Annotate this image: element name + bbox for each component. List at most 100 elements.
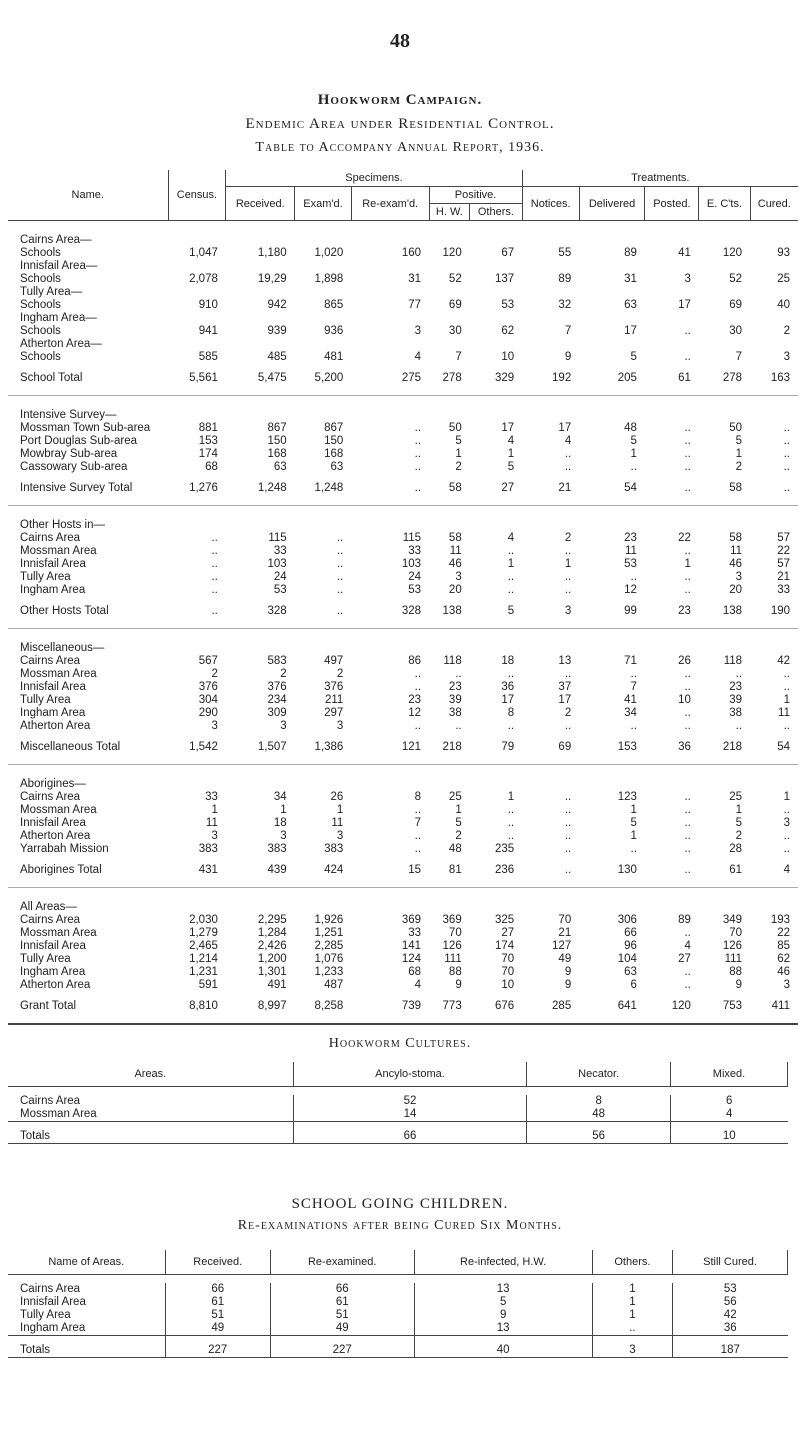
header: Specimens. (225, 170, 523, 187)
header: Exam'd. (294, 186, 352, 221)
cell: 111 (444, 953, 462, 965)
header: Received. (225, 186, 295, 221)
cell: 192 (522, 364, 580, 396)
cell: 46 (448, 558, 462, 570)
cell: 17 (678, 299, 691, 311)
row-label: Schools (20, 273, 61, 285)
data-row: Schools 1,047 1,180 1,020 160 120 67 55 89 41 120 9… (8, 247, 798, 260)
cell: 17 (501, 694, 515, 706)
cell: .. (414, 668, 422, 680)
cell: 48 (624, 422, 637, 434)
data-row: Schools 941 939 936 3 30 62 7 17.. 30 2 (8, 325, 798, 338)
cell: 193 (770, 914, 790, 926)
cell: 290 (198, 707, 218, 719)
cell: .. (783, 461, 790, 473)
cell: 168 (324, 448, 344, 460)
data-row: Cairns Area.. 115.. 115 58 4 2 23 22 58 57 (8, 532, 798, 545)
cell: 227 (164, 1335, 271, 1358)
cell: 881 (198, 422, 218, 434)
cell: .. (684, 791, 691, 803)
group-label: Innisfail Area— (20, 260, 98, 272)
cell: 234 (267, 694, 287, 706)
cell: Totals (8, 1335, 166, 1358)
cell: 1,214 (189, 953, 218, 965)
cell: 70 (501, 953, 515, 965)
cell: 3 (735, 571, 743, 583)
group-label: Tully Area— (20, 286, 83, 298)
subtitle: Endemic Area under Residential Control. (245, 116, 555, 132)
cell: 50 (448, 422, 462, 434)
cell: 42 (777, 655, 790, 667)
cultures-table: Areas. Ancylo-stoma. Necator. Mixed. Cairns … (8, 1062, 788, 1144)
cell: 150 (324, 435, 344, 447)
cell: 126 (722, 940, 743, 952)
cell: 103 (401, 558, 422, 570)
cell: 8,810 (168, 992, 226, 1025)
cell: 89 (678, 914, 691, 926)
group-row: Ingham Area— (8, 312, 798, 325)
cell: .. (564, 668, 572, 680)
cell: 1,076 (314, 953, 344, 965)
cell: 88 (448, 966, 462, 978)
cell: 79 (469, 733, 523, 765)
cell: 13 (413, 1322, 593, 1336)
cell: .. (507, 720, 515, 732)
cell: 30 (448, 325, 462, 337)
cell: 49 (269, 1322, 415, 1336)
header: Ancylo-stoma. (292, 1062, 528, 1087)
data-row: Mossman Town Sub-area 881 867 867.. 50 17 17 48… (8, 422, 798, 435)
data-row: Tully Area 51 51 9 1 42 (8, 1309, 788, 1322)
row-label: Atherton Area (20, 830, 91, 842)
cell: 38 (729, 707, 743, 719)
cell: .. (455, 668, 462, 680)
header: Re-infected, H.W. (413, 1250, 593, 1275)
cell: .. (507, 817, 515, 829)
cell: 236 (469, 856, 523, 888)
cell: 22 (678, 532, 691, 544)
row-label: Cassowary Sub-area (20, 461, 128, 473)
cell: 118 (723, 655, 743, 667)
cell: 93 (777, 247, 790, 259)
cell: 218 (698, 733, 751, 765)
cell: 70 (448, 927, 462, 939)
section-title: Hookworm Cultures. (328, 1036, 472, 1051)
cell: 27 (469, 474, 523, 506)
cell: 61 (698, 856, 751, 888)
cell: 2,465 (189, 940, 218, 952)
cell: 153 (198, 435, 218, 447)
header: Name of Areas. (8, 1250, 166, 1275)
cell: .. (507, 571, 515, 583)
cell: 5 (413, 1296, 593, 1309)
header: Received. (164, 1250, 271, 1275)
cell: 41 (624, 694, 637, 706)
cell: .. (684, 325, 691, 337)
cell: 753 (698, 992, 751, 1025)
cell: 120 (442, 247, 462, 259)
group-label: Atherton Area— (20, 338, 102, 350)
cell: 1 (455, 448, 462, 460)
cell: .. (684, 571, 691, 583)
cell: 26 (330, 791, 344, 803)
cell: 376 (198, 681, 218, 693)
section-heading-row: Miscellaneous— (8, 642, 798, 655)
cell: .. (336, 571, 344, 583)
cell: 5 (507, 461, 515, 473)
section-heading: Other Hosts in— (20, 519, 105, 531)
cell: 424 (294, 856, 352, 888)
spacer (8, 765, 798, 779)
spacer-cell (8, 888, 798, 902)
row-label: Mossman Area (20, 927, 97, 939)
cell: 3 (455, 571, 462, 583)
caption: Table to Accompany Annual Report, 1936. (255, 140, 545, 155)
spacer-cell (8, 765, 798, 779)
cell: 63 (330, 461, 344, 473)
cell: 1,284 (257, 927, 287, 939)
cell: 118 (443, 655, 462, 667)
cell: .. (630, 720, 637, 732)
cell: 150 (267, 435, 287, 447)
cell: 9 (413, 1309, 593, 1322)
data-row: Cairns Area 567 583 497 86 118 18 13 71 26 118 42 (8, 655, 798, 668)
cell: 31 (408, 273, 422, 285)
cell: 57 (777, 532, 790, 544)
data-row: Ingham Area 49 49 13.. 36 (8, 1322, 788, 1336)
